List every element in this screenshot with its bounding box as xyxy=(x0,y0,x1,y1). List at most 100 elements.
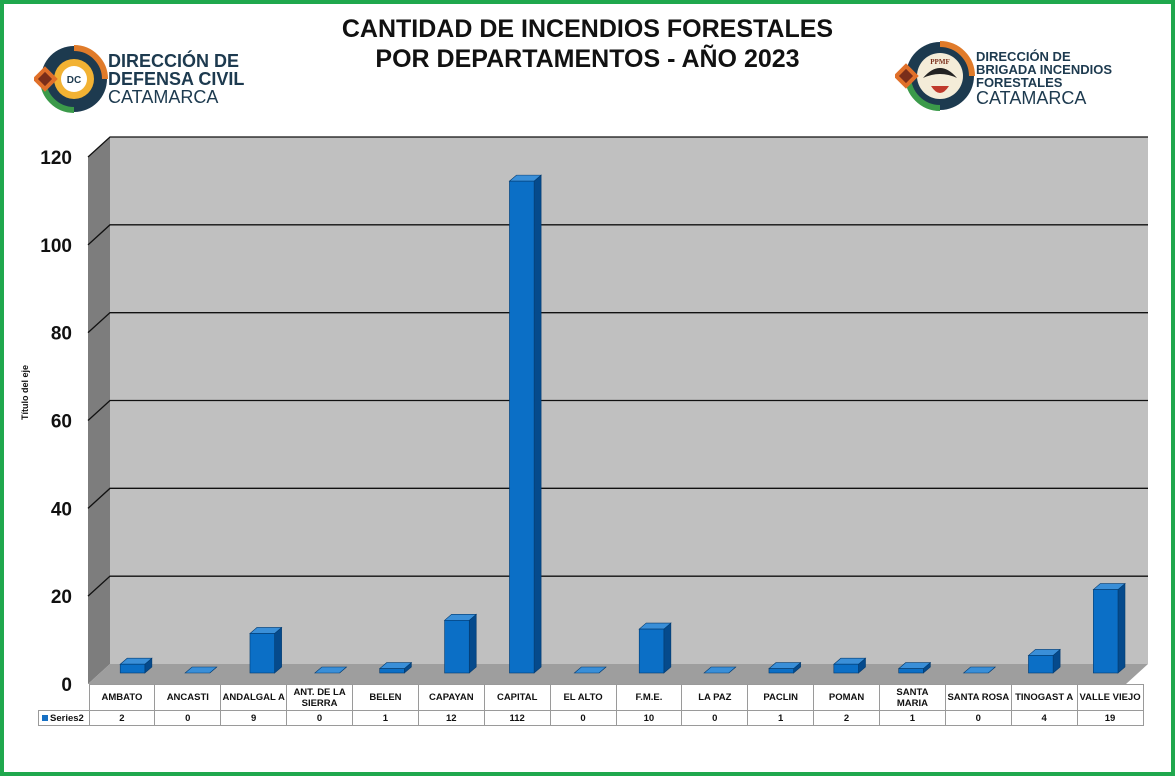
bar-front xyxy=(1028,655,1054,674)
category-label: ANDALGAL A xyxy=(220,684,288,711)
right-logo-line-1: DIRECCIÓN DE xyxy=(976,49,1071,64)
category-label: SANTA ROSA xyxy=(944,684,1012,711)
floor xyxy=(88,664,1148,684)
data-table-value-row: Series2 2 0 9 0 1 12 112 0 10 0 1 2 1 0 4 19 xyxy=(38,710,1144,726)
bar-top xyxy=(184,666,218,674)
right-logo-badge: PPMF xyxy=(930,58,949,66)
right-logo-line-4: CATAMARCA xyxy=(976,88,1087,108)
bar-santa-rosa xyxy=(962,666,997,674)
bar-front xyxy=(768,668,794,674)
bar-side xyxy=(1117,582,1126,674)
data-value-label: 1 xyxy=(352,710,419,726)
bar-poman xyxy=(833,657,867,674)
bar-andalgala xyxy=(249,626,283,674)
bar-valle-viejo xyxy=(1092,582,1126,674)
category-label: EL ALTO xyxy=(549,684,617,711)
category-label: VALLE VIEJO xyxy=(1076,684,1144,711)
bar-front xyxy=(444,619,470,674)
data-value-label: 112 xyxy=(483,710,551,726)
data-value-label: 10 xyxy=(615,710,683,726)
y-tick-label: 40 xyxy=(51,499,72,520)
y-tick-label: 100 xyxy=(40,236,72,257)
y-tick-label: 20 xyxy=(51,587,72,608)
left-logo-line-3: CATAMARCA xyxy=(108,87,219,107)
data-table: AMBATO ANCASTI ANDALGAL A ANT. DE LA SIERRA… xyxy=(38,684,1144,726)
bar-front xyxy=(119,663,146,674)
bar-top xyxy=(314,666,348,674)
category-label: CAPITAL xyxy=(483,684,551,711)
category-label: ANT. DE LA SIERRA xyxy=(286,684,353,711)
bar-ancasti xyxy=(184,666,218,674)
gridline xyxy=(87,224,1148,246)
y-axis-title: Título del eje xyxy=(20,364,30,420)
left-logo-line-1: DIRECCIÓN DE xyxy=(108,51,240,71)
chart-title-line-1: CANTIDAD DE INCENDIOS FORESTALES xyxy=(341,15,834,43)
category-label: BELEN xyxy=(352,684,419,711)
category-label: CAPAYAN xyxy=(417,684,485,711)
bar-santa-maria xyxy=(897,661,932,674)
bar-side xyxy=(663,622,672,674)
bar-el-alto xyxy=(573,666,607,674)
bar-ambato xyxy=(119,657,153,674)
data-value-label: 12 xyxy=(417,710,485,726)
data-value-label: 0 xyxy=(944,710,1012,726)
data-value-label: 0 xyxy=(681,710,749,726)
gridline xyxy=(87,136,1148,158)
gridline xyxy=(87,399,1148,421)
bar-side xyxy=(468,613,477,674)
bar-front xyxy=(379,668,405,674)
left-logo-badge: DC xyxy=(67,75,81,86)
y-tick-label: 0 xyxy=(61,675,72,696)
bar-ant-de-la-sierra xyxy=(314,666,348,674)
data-value-label: 4 xyxy=(1010,710,1078,726)
category-label: F.M.E. xyxy=(615,684,683,711)
bar-tinogasta xyxy=(1027,648,1061,674)
bar-side xyxy=(274,626,282,674)
data-value-label: 0 xyxy=(154,710,222,726)
bar-front xyxy=(833,663,859,674)
category-label: AMBATO xyxy=(88,684,156,711)
gridline xyxy=(87,487,1148,509)
bar-capayan xyxy=(443,613,478,674)
data-value-label: 9 xyxy=(220,710,288,726)
legend-label: Series2 xyxy=(50,712,84,724)
data-value-label: 19 xyxy=(1076,710,1144,726)
y-tick-label: 80 xyxy=(51,324,72,345)
category-label: LA PAZ xyxy=(681,684,749,711)
bar-front xyxy=(509,180,535,674)
bar-paclin xyxy=(768,661,802,674)
y-tick-label: 120 xyxy=(40,148,72,169)
category-label: PACLIN xyxy=(747,684,815,711)
data-table-category-row: AMBATO ANCASTI ANDALGAL A ANT. DE LA SIERRA… xyxy=(39,684,1144,711)
bar-la-paz xyxy=(703,666,737,674)
bar-f-m-e- xyxy=(638,622,672,674)
data-value-label: 2 xyxy=(813,710,880,726)
y-tick-label: 60 xyxy=(51,412,72,433)
data-value-label: 0 xyxy=(549,710,617,726)
bar-belen xyxy=(378,661,413,674)
bar-top xyxy=(703,666,737,674)
bar-top xyxy=(962,666,997,674)
right-logo-text: DIRECCIÓN DE BRIGADA INCENDIOS FORESTALE… xyxy=(976,50,1112,107)
gridline xyxy=(87,575,1148,597)
data-value-label: 1 xyxy=(747,710,815,726)
legend-entry: Series2 xyxy=(38,710,90,726)
bar-front xyxy=(898,668,924,674)
legend-key-icon xyxy=(42,714,48,721)
category-label: ANCASTI xyxy=(154,684,222,711)
data-value-label: 0 xyxy=(286,710,353,726)
brigada-incendios-logo-icon: PPMF xyxy=(895,41,975,111)
defensa-civil-logo-icon: DC xyxy=(34,45,108,113)
category-label: TINOGAST A xyxy=(1010,684,1078,711)
bar-front xyxy=(638,628,665,674)
gridline xyxy=(87,312,1148,334)
category-label: SANTA MARIA xyxy=(879,684,946,711)
right-logo-line-3: FORESTALES xyxy=(976,75,1063,90)
bar-front xyxy=(1093,589,1119,674)
bar-capital xyxy=(508,174,542,674)
chart-title: CANTIDAD DE INCENDIOS FORESTALES POR DEP… xyxy=(300,14,875,74)
left-logo-text: DIRECCIÓN DE DEFENSA CIVIL CATAMARCA xyxy=(108,52,244,106)
bar-side xyxy=(533,174,542,674)
